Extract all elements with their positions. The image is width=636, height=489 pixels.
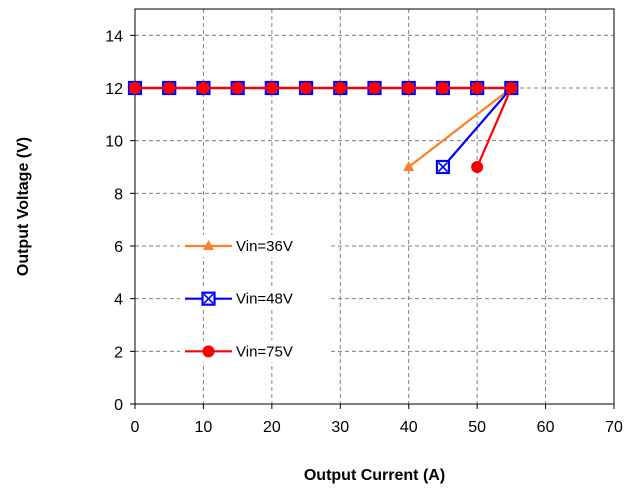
y-tick-label: 4 [114, 292, 123, 309]
legend-label: Vin=75V [236, 343, 293, 360]
x-tick-label: 0 [131, 419, 140, 436]
y-tick-label: 0 [114, 397, 123, 414]
circle-marker [231, 82, 244, 94]
circle-marker [505, 82, 518, 94]
square-x-marker [201, 291, 216, 306]
circle-marker [368, 82, 381, 94]
y-tick-label: 2 [114, 344, 123, 361]
y-axis-title: Output Voltage (V) [15, 137, 32, 276]
square-x-marker-stroke [203, 293, 214, 304]
circle-marker [265, 82, 278, 94]
circle-marker [197, 82, 210, 94]
legend-item-background [180, 340, 328, 363]
circle-marker [402, 82, 415, 94]
y-tick-label: 6 [114, 239, 123, 256]
x-tick-label: 10 [195, 419, 213, 436]
circle-marker [334, 82, 347, 94]
x-tick-label: 60 [537, 419, 555, 436]
x-tick-label: 30 [331, 419, 349, 436]
series-line [135, 86, 514, 168]
y-tick-label: 12 [105, 81, 123, 98]
legend-label: Vin=36V [236, 238, 293, 255]
legend-label: Vin=48V [236, 291, 293, 308]
legend-item: Vin=48V [180, 287, 328, 310]
legend-item: Vin=75V [180, 340, 328, 363]
x-tick-label: 40 [400, 419, 418, 436]
plot-area-frame [134, 8, 615, 405]
legend-item-background [180, 235, 328, 257]
x-tick-label: 70 [605, 419, 623, 436]
circle-marker [471, 161, 484, 173]
legend-item: Vin=36V [180, 235, 328, 257]
series-line [135, 86, 515, 168]
x-tick-label: 50 [468, 419, 486, 436]
series-group [127, 80, 519, 175]
circle-marker [436, 82, 449, 94]
x-axis-title: Output Current (A) [304, 467, 445, 484]
y-tick-label: 10 [105, 134, 123, 151]
y-tick-label: 8 [114, 186, 123, 203]
y-tick-label: 14 [105, 28, 123, 45]
circle-marker [129, 82, 141, 94]
square-x-marker-stroke [437, 161, 448, 173]
square-x-marker [435, 159, 451, 175]
x-tick-label: 20 [263, 419, 281, 436]
series-vin-36v [129, 82, 517, 171]
legend: Vin=36V Vin=48V Vin=75V [180, 235, 328, 363]
circle-marker [300, 82, 313, 94]
triangle-marker [403, 161, 415, 171]
circle-marker [163, 82, 176, 94]
circle-marker [202, 345, 215, 358]
circle-marker [471, 82, 484, 94]
series-vin-75v [129, 82, 518, 173]
series-line [135, 86, 514, 168]
triangle-marker [203, 240, 214, 250]
axis-ticks: 0 10 20 30 40 50 60 70 0 2 4 6 8 10 12 14 [105, 28, 623, 436]
legend-item-background [180, 287, 328, 310]
